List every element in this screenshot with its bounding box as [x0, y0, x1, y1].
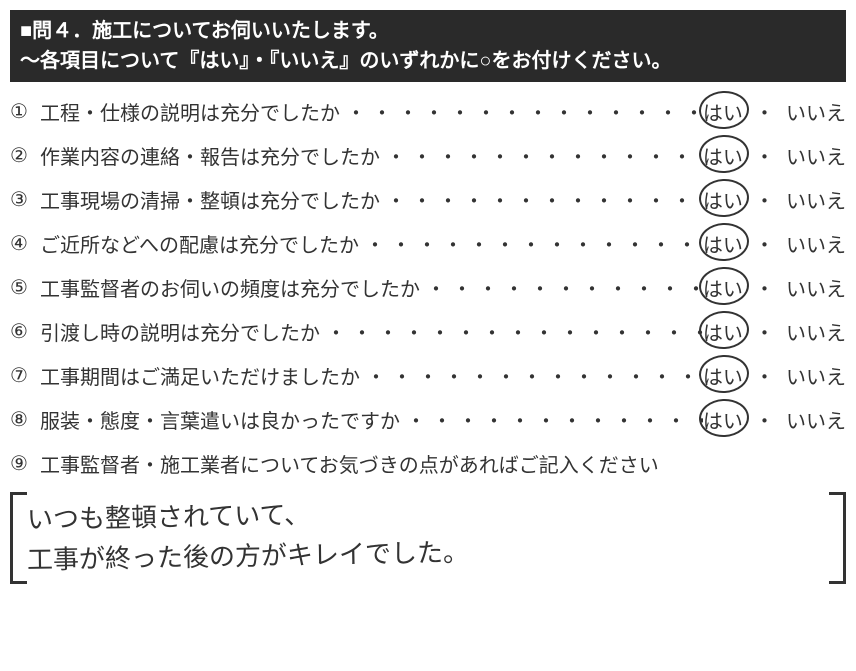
- question-text: ご近所などへの配慮は充分でしたか: [40, 229, 359, 258]
- question-row: ④ ご近所などへの配慮は充分でしたか ・・・・・・・・・・・・・・ はい ・ い…: [10, 228, 846, 258]
- answer-separator: ・: [754, 317, 774, 346]
- question-text: 工事期間はご満足いただけましたか: [40, 361, 360, 390]
- answer-yes[interactable]: はい: [703, 273, 743, 302]
- question-number: ⑤: [10, 275, 40, 300]
- handwritten-line2: 工事が終った後の方がキレイでした。: [27, 533, 470, 580]
- answer-separator: ・: [754, 141, 774, 170]
- question-text: 工事現場の清掃・整頓は充分でしたか: [40, 185, 380, 214]
- answer-no[interactable]: いいえ: [786, 273, 846, 302]
- answer-options: はい ・ いいえ: [703, 141, 846, 170]
- answer-options: はい ・ いいえ: [703, 361, 846, 390]
- answer-separator: ・: [754, 229, 774, 258]
- answer-yes[interactable]: はい: [703, 185, 743, 214]
- question-text: 服装・態度・言葉遣いは良かったですか: [40, 405, 400, 434]
- answer-options: はい ・ いいえ: [703, 317, 846, 346]
- header-line1: ■問４．施工についてお伺いいたします。: [20, 16, 836, 46]
- question-number: ③: [10, 187, 40, 212]
- answer-separator: ・: [754, 97, 774, 126]
- question-text: 作業内容の連絡・報告は充分でしたか: [40, 141, 380, 170]
- answer-no[interactable]: いいえ: [786, 141, 846, 170]
- question-text: 引渡し時の説明は充分でしたか: [40, 317, 320, 346]
- question-text: 工程・仕様の説明は充分でしたか: [40, 97, 340, 126]
- leader-dots: ・・・・・・・・・・・・・・: [359, 229, 703, 258]
- answer-separator: ・: [754, 185, 774, 214]
- question-text: 工事監督者・施工業者についてお気づきの点があればご記入ください: [40, 449, 659, 478]
- leader-dots: ・・・・・・・・・・・: [420, 273, 703, 302]
- question-number: ②: [10, 143, 40, 168]
- answer-yes[interactable]: はい: [703, 97, 743, 126]
- question-number: ⑥: [10, 319, 40, 344]
- answer-yes[interactable]: はい: [703, 405, 743, 434]
- freeform-answer-box[interactable]: いつも整頓されていて、 工事が終った後の方がキレイでした。: [10, 492, 846, 584]
- question-row: ⑥ 引渡し時の説明は充分でしたか ・・・・・・・・・・・・・・・・ はい ・ い…: [10, 316, 846, 346]
- answer-no[interactable]: いいえ: [786, 361, 846, 390]
- answer-options: はい ・ いいえ: [703, 229, 846, 258]
- answer-yes[interactable]: はい: [703, 317, 743, 346]
- question-row-freeform: ⑨ 工事監督者・施工業者についてお気づきの点があればご記入ください: [10, 448, 846, 478]
- answer-options: はい ・ いいえ: [703, 97, 846, 126]
- question-row: ② 作業内容の連絡・報告は充分でしたか ・・・・・・・・・・・・・ はい ・ い…: [10, 140, 846, 170]
- leader-dots: ・・・・・・・・・・・・・・・: [340, 97, 703, 126]
- handwritten-line1: いつも整頓されていて、: [27, 496, 311, 540]
- leader-dots: ・・・・・・・・・・・・・: [380, 141, 703, 170]
- answer-no[interactable]: いいえ: [786, 97, 846, 126]
- question-number: ⑦: [10, 363, 40, 388]
- answer-separator: ・: [754, 405, 774, 434]
- answer-no[interactable]: いいえ: [786, 317, 846, 346]
- answer-no[interactable]: いいえ: [786, 405, 846, 434]
- question-number: ④: [10, 231, 40, 256]
- question-row: ⑧ 服装・態度・言葉遣いは良かったですか ・・・・・・・・・・・・・ はい ・ …: [10, 404, 846, 434]
- answer-options: はい ・ いいえ: [703, 273, 846, 302]
- answer-no[interactable]: いいえ: [786, 229, 846, 258]
- question-row: ⑤ 工事監督者のお伺いの頻度は充分でしたか ・・・・・・・・・・・ はい ・ い…: [10, 272, 846, 302]
- leader-dots: ・・・・・・・・・・・・・・・・: [320, 317, 703, 346]
- leader-dots: ・・・・・・・・・・・・・・: [360, 361, 703, 390]
- question-row: ⑦ 工事期間はご満足いただけましたか ・・・・・・・・・・・・・・ はい ・ い…: [10, 360, 846, 390]
- leader-dots: ・・・・・・・・・・・・・: [400, 405, 703, 434]
- question-row: ③ 工事現場の清掃・整頓は充分でしたか ・・・・・・・・・・・・・ はい ・ い…: [10, 184, 846, 214]
- answer-no[interactable]: いいえ: [786, 185, 846, 214]
- question-row: ① 工程・仕様の説明は充分でしたか ・・・・・・・・・・・・・・・ はい ・ い…: [10, 96, 846, 126]
- question-text: 工事監督者のお伺いの頻度は充分でしたか: [40, 273, 420, 302]
- answer-separator: ・: [754, 361, 774, 390]
- answer-options: はい ・ いいえ: [703, 405, 846, 434]
- answer-yes[interactable]: はい: [703, 141, 743, 170]
- question-header: ■問４．施工についてお伺いいたします。 ～各項目について『はい』・『いいえ』のい…: [10, 10, 846, 82]
- answer-separator: ・: [754, 273, 774, 302]
- answer-yes[interactable]: はい: [703, 361, 743, 390]
- header-line2: ～各項目について『はい』・『いいえ』のいずれかに○をお付けください。: [20, 46, 836, 76]
- leader-dots: ・・・・・・・・・・・・・: [380, 185, 703, 214]
- question-number: ①: [10, 99, 40, 124]
- question-number: ⑧: [10, 407, 40, 432]
- questions-list: ① 工程・仕様の説明は充分でしたか ・・・・・・・・・・・・・・・ はい ・ い…: [10, 96, 846, 478]
- question-number: ⑨: [10, 451, 40, 476]
- answer-yes[interactable]: はい: [703, 229, 743, 258]
- answer-options: はい ・ いいえ: [703, 185, 846, 214]
